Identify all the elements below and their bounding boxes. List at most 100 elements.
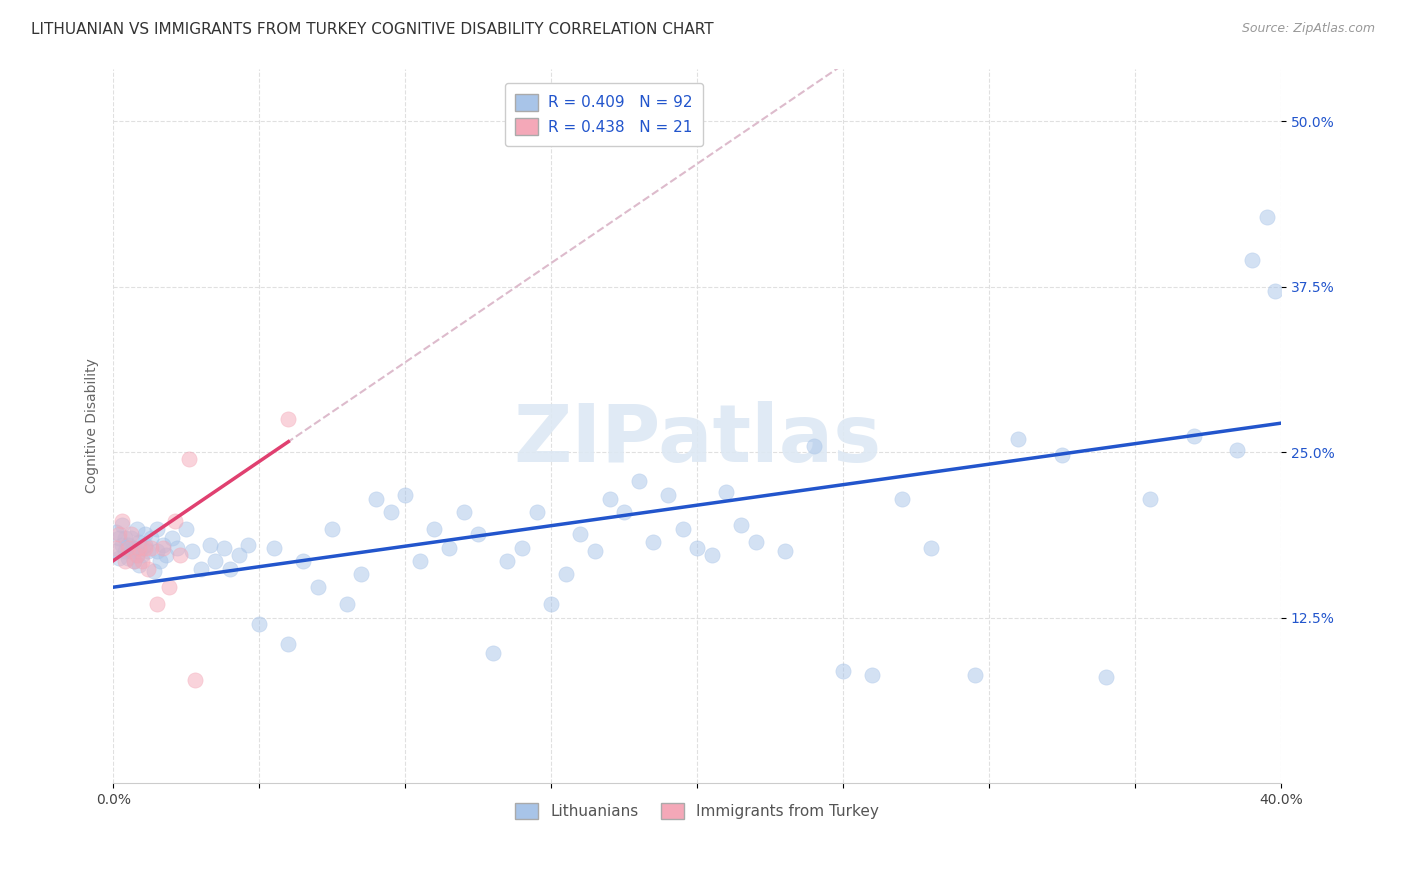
Point [453,505,475,519]
Point [526,505,548,519]
Point [671,522,693,536]
Point [143,565,166,579]
Point [149,554,172,568]
Point [141,531,163,545]
Point [540,598,562,612]
Point [219,562,242,576]
Point [108,527,131,541]
Point [394,487,416,501]
Point [364,491,387,506]
Point [228,549,250,563]
Point [212,541,235,555]
Y-axis label: Cognitive Disability: Cognitive Disability [86,359,100,493]
Point [803,439,825,453]
Point [146,522,169,536]
Point [122,541,145,555]
Point [1007,432,1029,446]
Point [105,541,128,555]
Point [467,527,489,541]
Point [111,514,134,528]
Point [554,566,576,581]
Point [120,531,142,545]
Point [277,412,299,426]
Point [146,544,169,558]
Point [236,538,259,552]
Point [111,518,134,533]
Point [134,538,156,552]
Point [128,541,150,555]
Point [105,524,128,539]
Point [155,549,177,563]
Point [152,538,174,552]
Point [1050,448,1073,462]
Point [1264,284,1286,298]
Point [744,535,766,549]
Point [890,491,912,506]
Point [204,554,226,568]
Point [321,522,343,536]
Point [157,580,180,594]
Point [131,554,153,568]
Point [263,541,285,555]
Point [510,541,533,555]
Point [1139,491,1161,506]
Point [136,562,159,576]
Point [105,544,128,558]
Point [131,549,153,563]
Point [307,580,329,594]
Point [437,541,460,555]
Point [190,562,212,576]
Point [686,541,709,555]
Point [481,646,503,660]
Point [1095,670,1118,684]
Point [1226,442,1249,457]
Point [657,487,679,501]
Point [247,617,270,632]
Point [122,554,145,568]
Point [128,535,150,549]
Point [125,549,148,563]
Point [134,541,156,555]
Point [380,505,402,519]
Legend: Lithuanians, Immigrants from Turkey: Lithuanians, Immigrants from Turkey [509,797,886,825]
Point [134,527,156,541]
Point [277,637,299,651]
Point [114,554,136,568]
Point [613,505,636,519]
Point [160,531,183,545]
Text: ZIPatlas: ZIPatlas [513,401,882,479]
Point [163,514,186,528]
Point [111,538,134,552]
Point [409,554,432,568]
Point [169,549,191,563]
Point [700,549,723,563]
Point [832,664,855,678]
Point [773,544,796,558]
Text: LITHUANIAN VS IMMIGRANTS FROM TURKEY COGNITIVE DISABILITY CORRELATION CHART: LITHUANIAN VS IMMIGRANTS FROM TURKEY COG… [31,22,714,37]
Point [336,598,359,612]
Point [166,541,188,555]
Point [920,541,942,555]
Point [114,544,136,558]
Point [136,544,159,558]
Point [198,538,221,552]
Point [184,673,207,687]
Point [643,535,665,549]
Point [120,527,142,541]
Point [117,551,139,566]
Text: Source: ZipAtlas.com: Source: ZipAtlas.com [1241,22,1375,36]
Point [1240,253,1263,268]
Point [125,549,148,563]
Point [152,541,174,555]
Point [114,531,136,545]
Point [860,667,883,681]
Point [350,566,373,581]
Point [627,475,650,489]
Point [117,541,139,555]
Point [128,558,150,572]
Point [730,518,752,533]
Point [131,541,153,555]
Point [108,531,131,545]
Point [1256,210,1278,224]
Point [716,485,738,500]
